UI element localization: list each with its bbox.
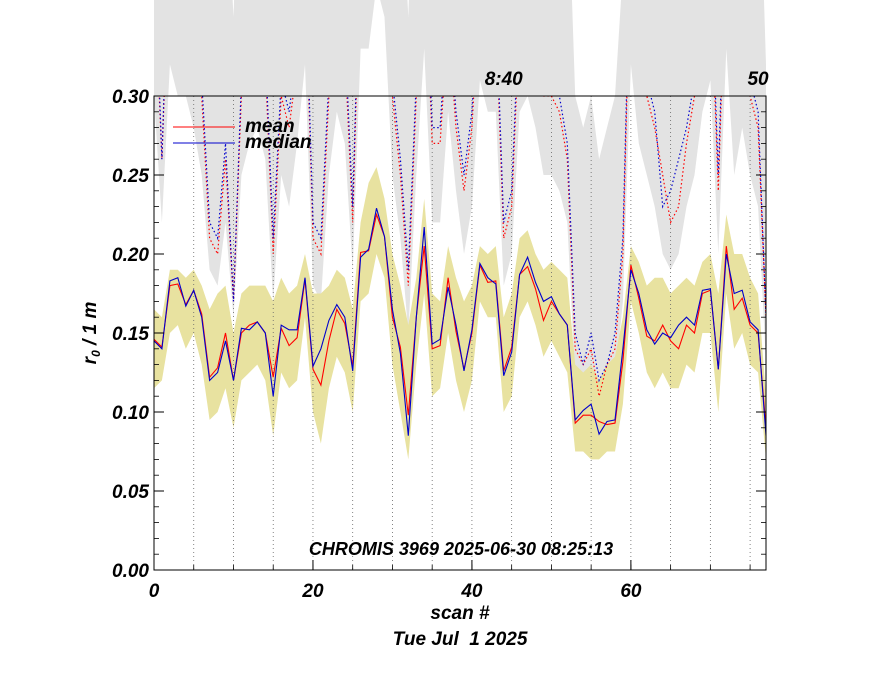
top-axis-label-1: 8:40 xyxy=(485,69,523,90)
gray-band-area xyxy=(154,0,766,412)
y-tick-label: 0.20 xyxy=(112,245,149,266)
axis-ticks: 0.00 0.05 0.10 0.15 0.20 0.25 0.30 0 20 40 60 xyxy=(112,87,766,602)
y-tick-label: 0.25 xyxy=(112,166,149,187)
dotted-series-mean-upper xyxy=(158,96,766,397)
spread-band-area xyxy=(154,167,766,460)
legend-label-mean: mean xyxy=(245,116,295,137)
x-tick-label: 40 xyxy=(460,581,483,602)
dotted-series-median-upper xyxy=(159,96,766,383)
gray-range-band xyxy=(154,0,766,412)
x-tick-label: 20 xyxy=(301,581,324,602)
x-tick-label: 60 xyxy=(620,581,642,602)
data-series xyxy=(154,208,766,436)
series-line-median xyxy=(154,208,766,436)
legend: mean median xyxy=(173,116,312,153)
spread-band xyxy=(154,167,766,460)
svg-text:r0 / 1 m: r0 / 1 m xyxy=(80,302,103,365)
x-tick-label: 0 xyxy=(149,581,160,602)
y-tick-label: 0.10 xyxy=(112,403,149,424)
chart-title: CHROMIS 3969 2025-06-30 08:25:13 xyxy=(309,539,613,559)
legend-label-median: median xyxy=(245,132,312,153)
y-tick-label: 0.30 xyxy=(112,87,149,108)
x-axis-label: scan # xyxy=(430,603,490,624)
y-tick-label: 0.15 xyxy=(112,324,149,345)
y-tick-label: 0.05 xyxy=(112,482,149,503)
top-axis-label-2: 50 xyxy=(747,69,769,90)
upper-dotted-series xyxy=(158,96,766,397)
y-tick-label: 0.00 xyxy=(112,561,149,582)
y-axis-label: r0 / 1 m xyxy=(80,302,103,365)
date-label: Tue Jul 1 2025 xyxy=(393,629,528,650)
